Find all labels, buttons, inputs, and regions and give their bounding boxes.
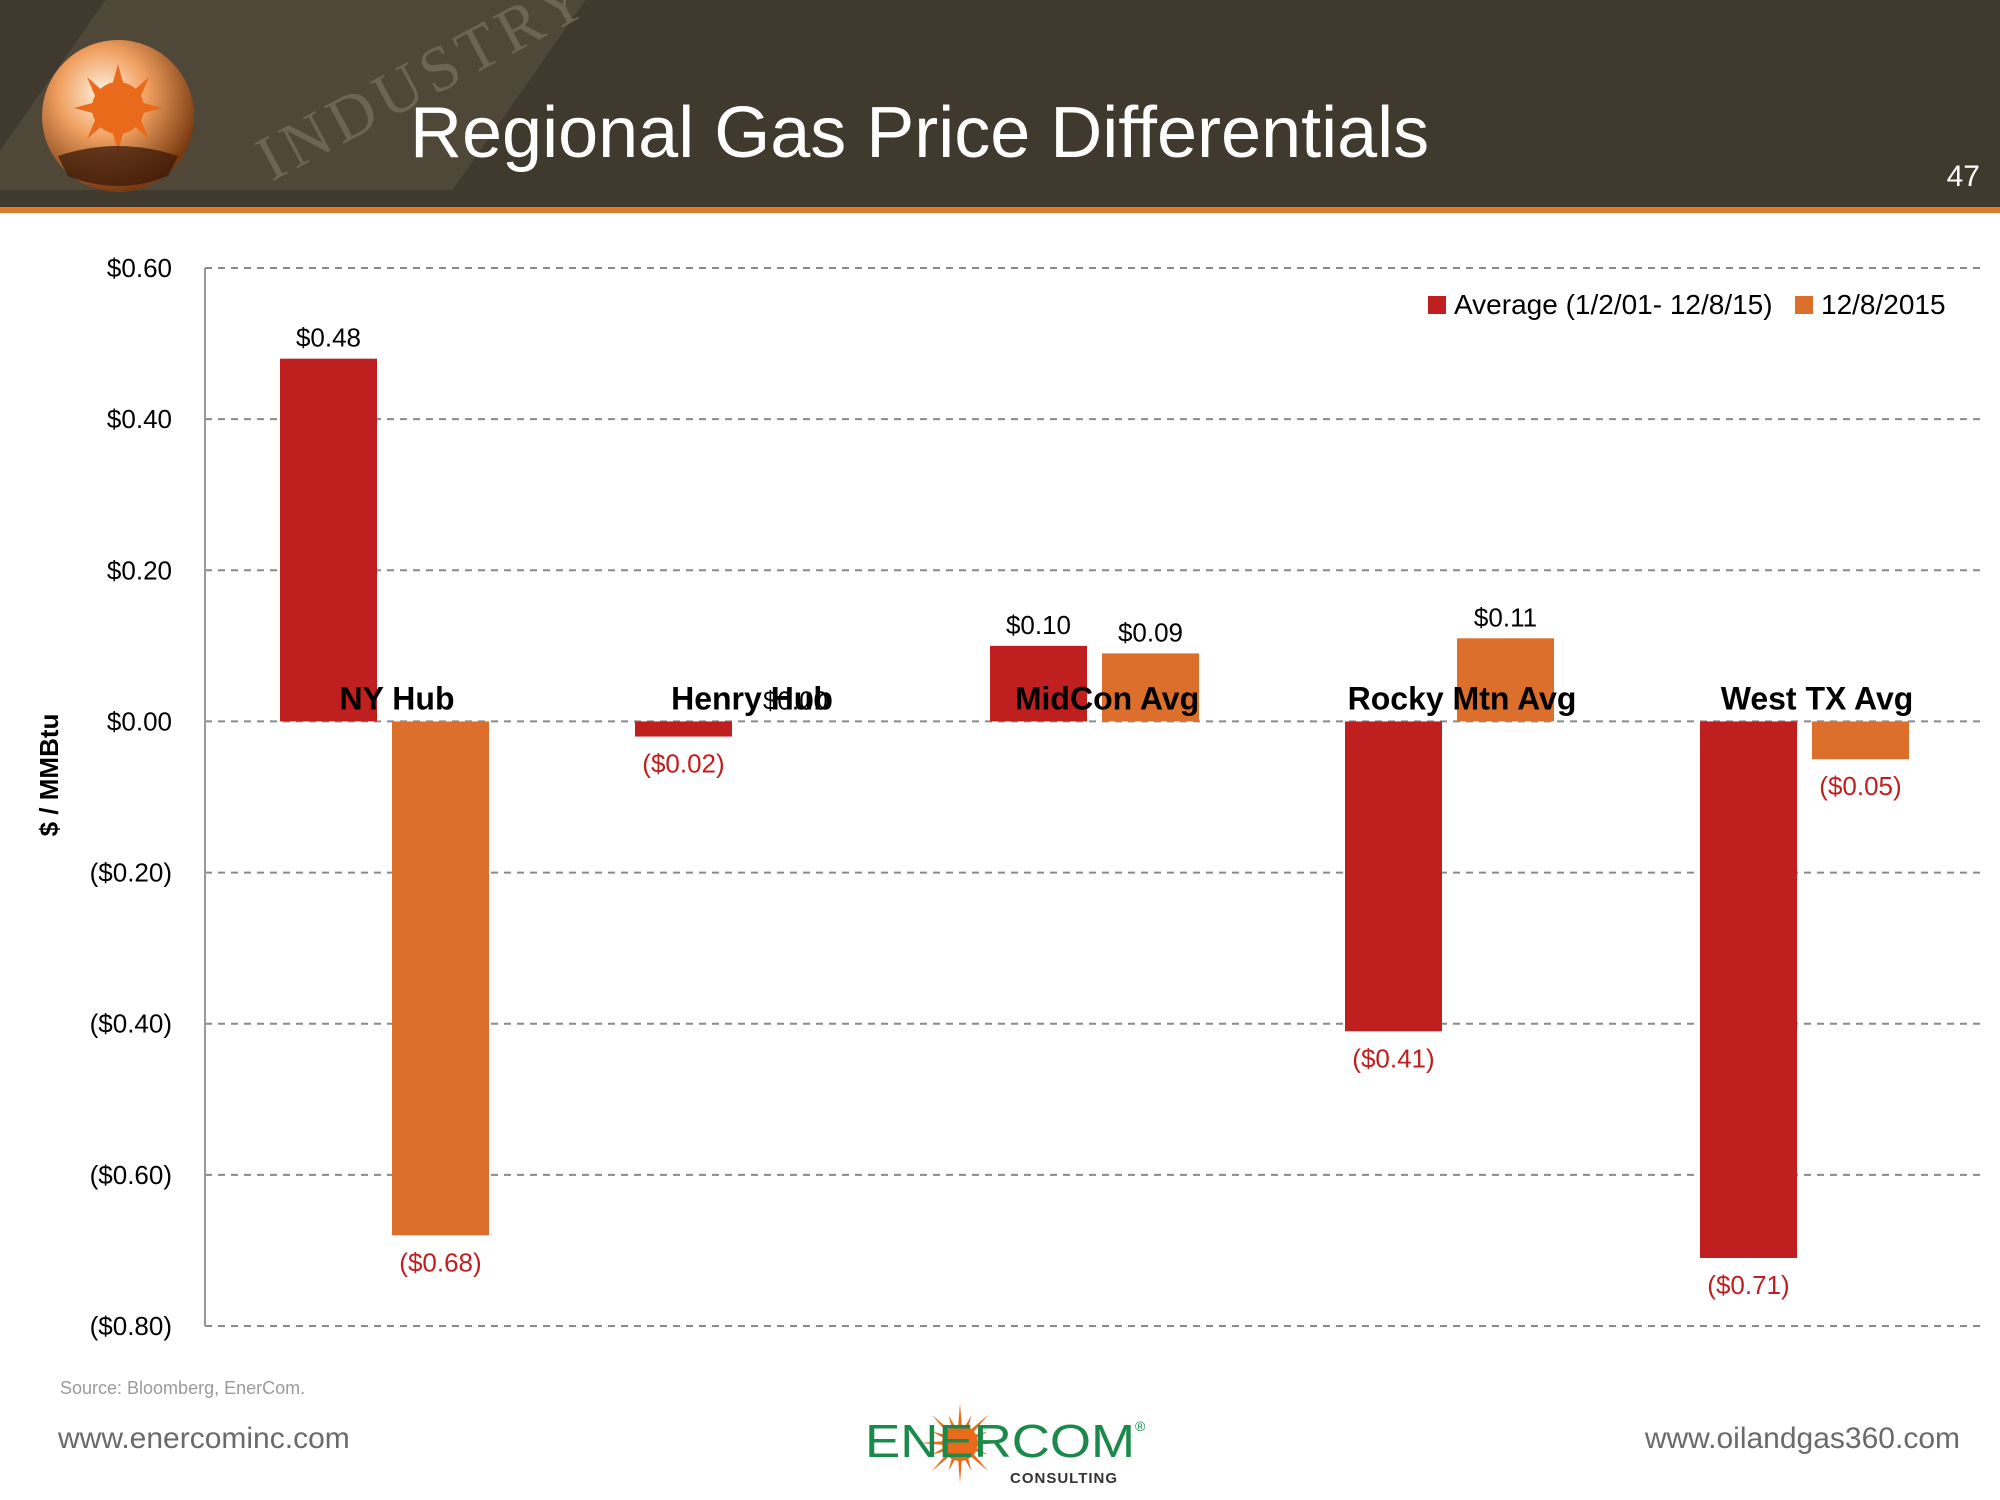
slide-title: Regional Gas Price Differentials [410,93,1430,173]
data-label: $0.11 [1474,602,1537,632]
y-tick-label: ($0.40) [90,1009,172,1039]
bar [280,358,377,722]
legend-label: Average (1/2/01- 12/8/15) [1454,289,1773,320]
sun-globe-icon [42,40,194,192]
y-tick-label: ($0.60) [90,1160,172,1190]
sun-ray [964,1456,972,1471]
source-note: Source: Bloomberg, EnerCom. [60,1378,306,1398]
y-axis-ticks: $0.60 $0.40 $0.20 $0.00 ($0.20) ($0.40) ($0.60… [90,253,172,1341]
sunburst-icon [920,1403,1000,1483]
y-tick-label: ($0.80) [90,1311,172,1341]
category-labels: NY Hub Henry Hub MidCon Avg Rocky Mtn Avg We… [340,680,1914,716]
data-label: ($0.41) [1352,1043,1434,1073]
sun-ray [958,1458,962,1483]
sun-ray [920,1441,945,1445]
legend: Average (1/2/01- 12/8/15) 12/8/2015 [1428,289,1946,320]
data-labels: $0.48 ($0.68) ($0.02) $0.00 $0.10 $0.09 ($0.41… [296,323,1902,1300]
website-link-left[interactable]: www.enercominc.com [58,1422,350,1455]
y-tick-label: $0.60 [107,253,172,283]
bars [280,358,1909,1258]
sun-ray [932,1447,947,1455]
bar-chart: $0.60 $0.40 $0.20 $0.00 ($0.20) ($0.40) ($0.60… [34,253,1985,1341]
title-banner: INDUSTRY Regional Gas Price Differential… [0,0,2000,207]
sun-ray [958,1403,962,1428]
category-label: NY Hub [340,680,455,716]
legend-label: 12/8/2015 [1821,289,1946,320]
enercom-logo: ENERCOM ® CONSULTING [865,1403,1146,1487]
data-label: ($0.05) [1819,771,1901,801]
sun-ray [932,1431,947,1439]
logo-wordmark: ENERCOM [865,1415,1135,1467]
gridlines [205,267,1985,1327]
bar [1102,653,1199,722]
sun-ray [948,1456,956,1471]
sun-ray [964,1415,972,1430]
bar [635,721,732,737]
y-axis-label: $ / MMBtu [34,714,64,837]
data-label: $0.00 [763,685,828,715]
bar [1345,721,1442,1032]
banner-accent-line [0,207,2000,213]
bar [1700,721,1797,1258]
category-label: Henry Hub [671,680,833,716]
logo-registered-mark: ® [1135,1418,1146,1434]
data-label: ($0.68) [399,1247,481,1277]
legend-swatch [1795,296,1813,314]
data-label: ($0.71) [1707,1270,1789,1300]
legend-swatch [1428,296,1446,314]
sun-ray [973,1431,988,1439]
bar [1812,721,1909,760]
data-label: ($0.02) [642,749,724,779]
sun-ray [969,1452,989,1472]
y-tick-label: ($0.20) [90,858,172,888]
sun-ray [931,1414,951,1434]
data-label: $0.48 [296,323,361,353]
category-label: West TX Avg [1721,680,1914,716]
bar [392,721,489,1236]
sun-ray [948,1415,956,1430]
logo-subtext: CONSULTING [1010,1470,1118,1487]
website-link-right[interactable]: www.oilandgas360.com [1644,1422,1960,1455]
bar [1457,638,1554,722]
sun-ray [969,1414,989,1434]
category-label: MidCon Avg [1015,680,1199,716]
page-number: 47 [1946,160,1980,193]
y-tick-label: $0.00 [107,706,172,736]
y-tick-label: $0.40 [107,404,172,434]
sun-ray [931,1452,951,1472]
sun-ray [973,1447,988,1455]
category-label: Rocky Mtn Avg [1348,680,1577,716]
data-label: $0.10 [1006,610,1071,640]
bar [990,645,1087,722]
sun-ray [975,1441,1000,1445]
data-label: $0.09 [1118,617,1183,647]
y-tick-label: $0.20 [107,555,172,585]
